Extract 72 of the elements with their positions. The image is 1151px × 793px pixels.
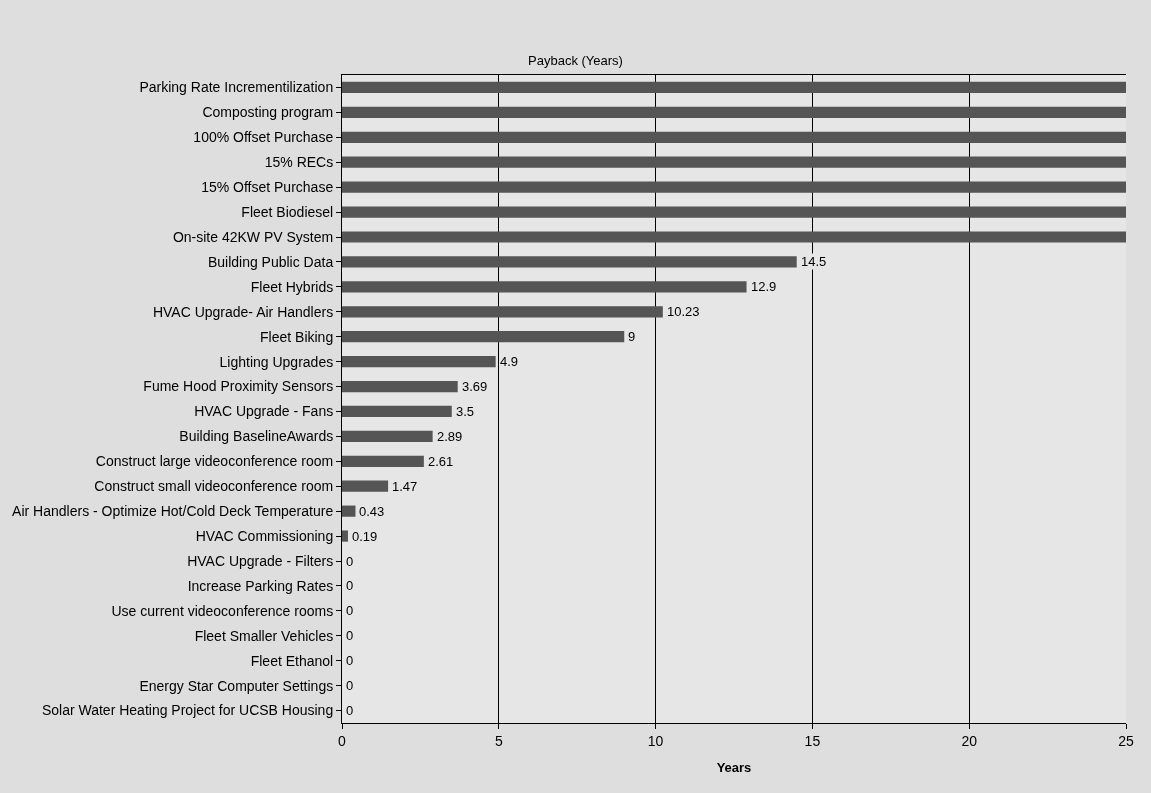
y-tick-label: Construct large videoconference room (95, 453, 334, 470)
bar (342, 106, 1126, 118)
data-label: 2.61 (428, 454, 454, 469)
bar (342, 356, 496, 368)
bar (342, 256, 797, 268)
data-label: 1.47 (392, 479, 418, 494)
data-label: 0 (346, 603, 354, 618)
data-label: 9 (628, 329, 636, 344)
y-tick-label: Fleet Ethanol (250, 652, 334, 669)
bar (342, 430, 433, 442)
x-tick-label: 15 (804, 732, 821, 749)
bar (342, 206, 1126, 218)
y-tick-label: Fleet Biking (260, 328, 334, 345)
x-tick-label: 0 (338, 732, 347, 749)
y-tick-label: Fleet Smaller Vehicles (194, 627, 334, 644)
x-tick-label: 5 (494, 732, 503, 749)
y-tick-label: Building BaselineAwards (179, 428, 334, 445)
y-tick-label: 15% Offset Purchase (201, 179, 334, 196)
y-tick-label: Air Handlers - Optimize Hot/Cold Deck Temperature (12, 503, 334, 520)
bar (342, 480, 389, 492)
y-tick-label: 15% RECs (264, 154, 334, 171)
bar (342, 405, 452, 418)
data-label: 0.43 (359, 504, 385, 519)
data-label: 12.9 (751, 279, 777, 294)
data-label: 0 (346, 554, 354, 569)
data-label: 0 (346, 703, 354, 718)
bar (342, 81, 1126, 94)
y-tick-label: Construct small videoconference room (94, 478, 334, 495)
x-tick-label: 25 (1118, 732, 1134, 749)
data-label: 14.5 (801, 254, 827, 269)
y-tick-label: Increase Parking Rates (187, 577, 334, 594)
bar (342, 380, 458, 393)
y-tick-label: Parking Rate Incrementilization (139, 79, 334, 96)
data-label: 0 (346, 578, 354, 593)
data-label: 0 (346, 653, 354, 668)
data-label: 10.23 (667, 304, 700, 319)
x-tick-label: 20 (961, 732, 978, 749)
y-tick-label: Use current videoconference rooms (111, 602, 334, 619)
bar (342, 156, 1126, 168)
y-tick-label: Lighting Upgrades (219, 353, 334, 370)
bar (342, 231, 1126, 243)
x-axis-title: Years (716, 760, 752, 776)
y-tick-label: Fume Hood Proximity Sensors (143, 378, 334, 395)
bar (342, 505, 356, 517)
y-tick-label: Solar Water Heating Project for UCSB Housing (41, 702, 334, 719)
bar (342, 331, 625, 343)
bar (342, 131, 1126, 143)
data-label: 0.19 (352, 529, 378, 544)
y-tick-label: HVAC Commissioning (195, 527, 334, 544)
x-tick-label: 10 (647, 732, 664, 749)
y-tick-label: Fleet Hybrids (250, 278, 334, 295)
data-label: 3.69 (462, 379, 488, 394)
data-label: 0 (346, 678, 354, 693)
y-tick-label: Composting program (202, 104, 334, 121)
y-tick-label: HVAC Upgrade- Air Handlers (152, 303, 334, 320)
data-label: 2.89 (437, 429, 463, 444)
y-tick-label: 100% Offset Purchase (193, 129, 334, 146)
y-tick-label: On-site 42KW PV System (172, 228, 334, 245)
bar (342, 306, 663, 318)
chart-title: Payback (Years) (528, 52, 623, 68)
bar (342, 530, 348, 542)
data-label: 3.5 (456, 404, 475, 419)
data-label: 0 (346, 628, 354, 643)
bar (342, 281, 747, 293)
y-tick-label: Building Public Data (207, 253, 334, 270)
y-tick-label: Fleet Biodiesel (241, 203, 334, 220)
y-tick-label: HVAC Upgrade - Fans (194, 403, 334, 420)
bar (342, 181, 1126, 193)
y-tick-label: HVAC Upgrade - Filters (187, 552, 334, 569)
bar (342, 455, 424, 467)
y-tick-label: Energy Star Computer Settings (139, 677, 334, 694)
data-label: 4.9 (500, 354, 519, 369)
